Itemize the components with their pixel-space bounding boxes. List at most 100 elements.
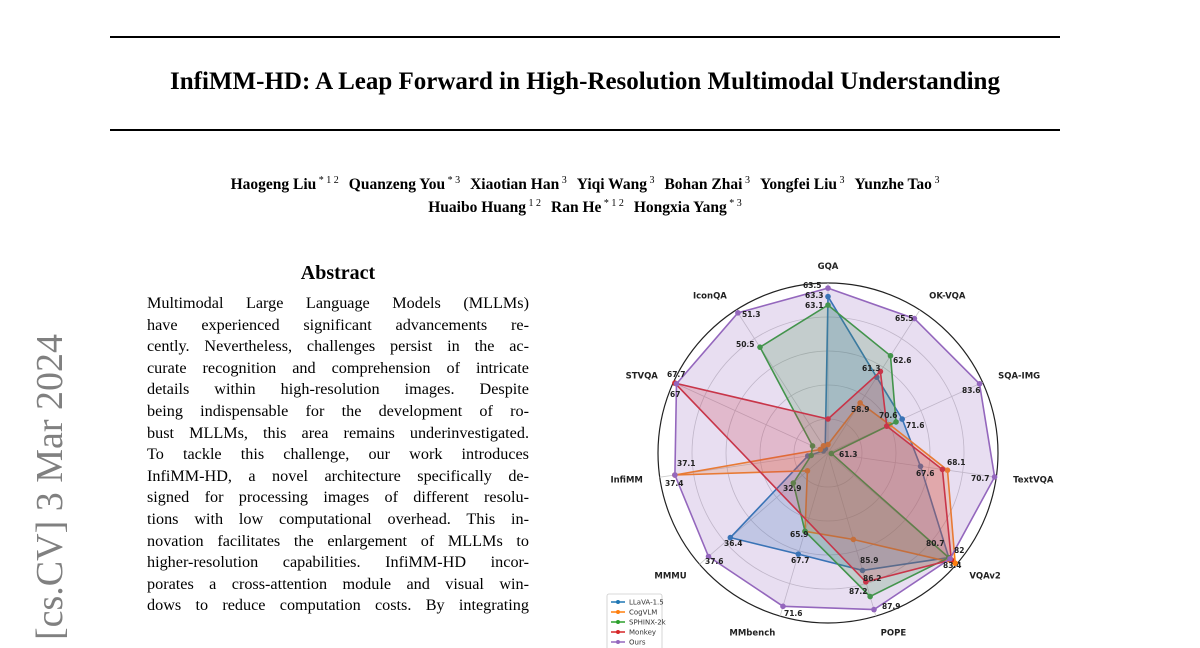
data-point: [871, 606, 877, 613]
author-affiliation: * 3: [726, 198, 742, 209]
author-name: Yongfei Liu: [759, 176, 838, 194]
author: Bohan Zhai 3: [664, 175, 749, 194]
author: Haogeng Liu * 1 2: [231, 175, 339, 193]
radar-chart: GQA OK-VQA SQA-IMG TextVQA VQAv2 POPE MMbench M…: [606, 262, 1054, 648]
data-point: [976, 380, 983, 387]
author-affiliation: * 1 2: [316, 175, 339, 186]
data-label: 65.5: [895, 314, 914, 323]
author-affiliation: * 3: [445, 175, 461, 186]
axis-label: POPE: [881, 628, 907, 638]
data-point: [857, 400, 863, 406]
data-point: [672, 472, 678, 478]
data-point: [877, 368, 884, 375]
data-label: 67.7: [791, 556, 810, 565]
legend-label: SPHINX-2k: [629, 619, 667, 627]
author-list: Haogeng Liu * 1 2 Quanzeng You * 3 Xiaotia…: [110, 175, 1060, 194]
data-label: 63.1: [805, 301, 824, 310]
author-name: Ran He: [551, 199, 602, 217]
legend-label: CogVLM: [629, 609, 657, 617]
author-name: Yunzhe Tao: [854, 176, 932, 194]
data-label: 71.6: [784, 609, 803, 618]
data-point: [825, 293, 831, 300]
data-point: [944, 467, 951, 473]
data-label: 80.7: [926, 539, 945, 548]
data-label: 82: [954, 546, 964, 555]
data-point: [735, 310, 741, 316]
axis-line: [827, 452, 877, 617]
data-label: 70.6: [879, 411, 898, 420]
paper-title: InfiMM-HD: A Leap Forward in High-Resolu…: [170, 68, 1000, 95]
data-label: 67.6: [916, 469, 935, 478]
data-label: 83.6: [962, 386, 981, 395]
axis-label: MMMU: [654, 571, 686, 581]
abstract-line: porates a cross-attention module and vis…: [147, 574, 529, 593]
abstract-line: curate recognition and comprehension of …: [147, 358, 529, 377]
abstract-line: signed for processing images of differen…: [147, 488, 529, 507]
series-ours-area: [674, 287, 996, 611]
abstract-line: cently. Nevertheless, challenges persist…: [147, 337, 529, 356]
author-affiliation: 3: [559, 175, 567, 186]
legend-marker: [616, 630, 620, 634]
axis-line: [779, 452, 829, 617]
author-list-2: Huaibo Huang 1 2 Ran He * 1 2 Hongxia Yang…: [110, 198, 1060, 217]
axis-label: IconQA: [693, 292, 727, 302]
data-point: [867, 593, 873, 600]
legend-label: LLaVA-1.5: [629, 599, 664, 607]
axis-line: [827, 452, 997, 478]
abstract-line: Multimodal Large Language Models (MLLMs): [147, 294, 529, 312]
axis-label: InfiMM: [610, 476, 642, 486]
abstract-line: novation facilitates the enlargement of …: [147, 531, 529, 550]
data-label: 50.5: [736, 340, 755, 349]
data-label: 37.1: [677, 459, 696, 468]
legend-marker: [616, 610, 620, 614]
legend-label: Ours: [629, 639, 646, 647]
data-point: [820, 443, 827, 449]
data-point: [790, 480, 797, 486]
data-point: [825, 441, 831, 448]
data-label: 87.2: [849, 587, 868, 596]
data-label: 61.3: [862, 364, 881, 373]
data-point: [911, 315, 918, 322]
data-point: [859, 567, 866, 574]
data-label: 37.6: [705, 557, 724, 566]
data-label: 51.3: [742, 310, 761, 319]
data-point: [705, 553, 712, 560]
axis-label: TextVQA: [1013, 476, 1054, 486]
data-point: [917, 463, 924, 470]
axis-line: [827, 382, 983, 454]
data-label: 63.3: [805, 291, 824, 300]
data-label: 67.7: [667, 370, 686, 379]
author-name: Yiqi Wang: [576, 176, 647, 194]
series-monkey-area: [672, 369, 953, 583]
author: Yongfei Liu 3: [759, 175, 845, 194]
axis-line: [735, 309, 829, 454]
abstract-line: tions with low computational overhead. T…: [147, 509, 529, 528]
author-name: Bohan Zhai: [664, 176, 743, 194]
data-point: [673, 380, 680, 387]
data-label: 83.4: [943, 561, 962, 570]
data-point: [804, 468, 811, 474]
abstract-line: details within high-resolution images. D…: [147, 380, 529, 399]
data-label: 58.9: [851, 405, 870, 414]
data-label: 67: [670, 390, 680, 399]
author-name: Xiaotian Han: [470, 176, 560, 194]
data-label: 70.7: [971, 474, 990, 483]
arxiv-stamp[interactable]: [cs.CV] 3 Mar 2024: [29, 333, 71, 640]
data-point: [809, 443, 816, 449]
axis-label: SQA-IMG: [998, 371, 1040, 381]
data-point: [947, 555, 953, 562]
data-point: [795, 551, 802, 557]
data-point: [808, 452, 814, 459]
axis-label: GQA: [818, 262, 839, 272]
axis-label: OK-VQA: [929, 292, 966, 302]
data-label: 61.3: [839, 450, 858, 459]
data-label: 62.6: [893, 356, 912, 365]
data-label: 37.4: [665, 479, 684, 488]
abstract-line: being indispensable for the development …: [147, 401, 529, 420]
abstract-line: To tackle this challenge, our work intro…: [147, 445, 529, 464]
data-label: 87.9: [882, 602, 901, 611]
data-point: [780, 603, 786, 610]
author-affiliation: 3: [646, 175, 655, 186]
abstract-line: higher-resolution capabilities. InfiMM-H…: [147, 553, 529, 572]
data-label: 32.9: [783, 484, 802, 493]
